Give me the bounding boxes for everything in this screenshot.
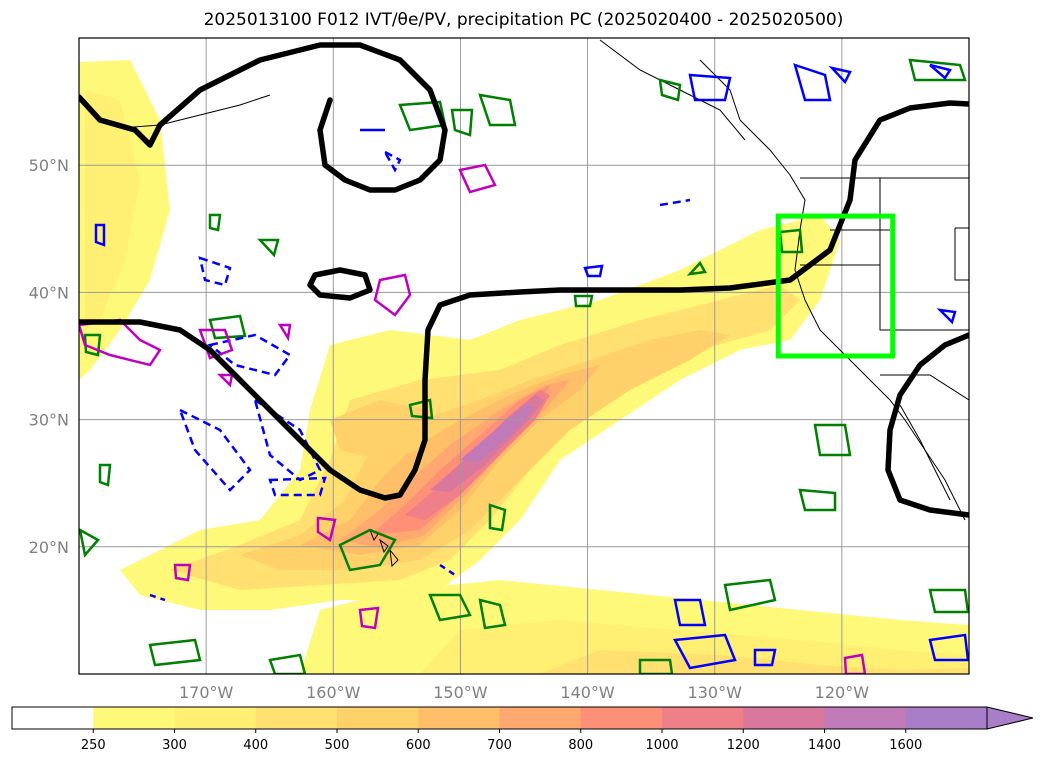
colorbar-segment — [743, 707, 825, 729]
colorbar-segment — [12, 707, 94, 729]
colorbar-segment — [662, 707, 744, 729]
colorbar-segment — [418, 707, 500, 729]
ivt-colorbar: 250 300 400 500 600 700 800 1000 1200 1400 1600 — [11, 706, 1034, 753]
colorbar-tick-label: 1200 — [727, 738, 760, 753]
colorbar-tick-label: 800 — [568, 738, 593, 753]
theta-e-contours — [79, 42, 969, 518]
lon-tick-label: 160°W — [306, 683, 361, 702]
lon-tick-label: 150°W — [433, 683, 488, 702]
colorbar-segment — [499, 707, 582, 729]
precipitation-region-box — [775, 213, 896, 359]
lon-tick-label: 140°W — [560, 683, 615, 702]
colorbar-segment — [93, 707, 175, 729]
colorbar-segment — [255, 707, 338, 729]
colorbar-segment — [905, 707, 988, 729]
colorbar-extend-arrow — [986, 706, 1034, 730]
latitude-labels: 20°N 30°N 40°N 50°N — [29, 156, 69, 557]
colorbar-tick-label: 1400 — [808, 738, 841, 753]
colorbar-tick-label: 600 — [406, 738, 431, 753]
pv-contours-negative — [94, 63, 969, 670]
coastline-north-america — [119, 39, 969, 521]
lon-tick-label: 170°W — [179, 683, 234, 702]
colorbar-tick-label: 700 — [487, 738, 512, 753]
lat-tick-label: 50°N — [29, 156, 69, 175]
colorbar-tick-label: 300 — [162, 738, 187, 753]
pv-contours-positive — [79, 58, 969, 674]
lat-tick-label: 40°N — [29, 283, 69, 302]
colorbar-segment — [824, 707, 907, 729]
colorbar-tick-label: 1600 — [889, 738, 922, 753]
colorbar-tick-label: 500 — [325, 738, 350, 753]
colorbar-tick-label: 400 — [243, 738, 268, 753]
colorbar-segment — [337, 707, 419, 729]
colorbar-tick-label: 250 — [81, 738, 106, 753]
lat-tick-label: 20°N — [29, 538, 69, 557]
colorbar-segment — [580, 707, 663, 729]
lat-tick-label: 30°N — [29, 411, 69, 430]
colorbar-segment — [174, 707, 257, 729]
lon-tick-label: 120°W — [815, 683, 870, 702]
ivt-shading — [79, 60, 969, 674]
lon-tick-label: 130°W — [688, 683, 743, 702]
colorbar-tick-label: 1000 — [645, 738, 678, 753]
longitude-labels: 170°W 160°W 150°W 140°W 130°W 120°W — [179, 683, 869, 702]
map-frame — [78, 37, 970, 675]
map-title: 2025013100 F012 IVT/θe/PV, precipitation… — [203, 10, 844, 30]
